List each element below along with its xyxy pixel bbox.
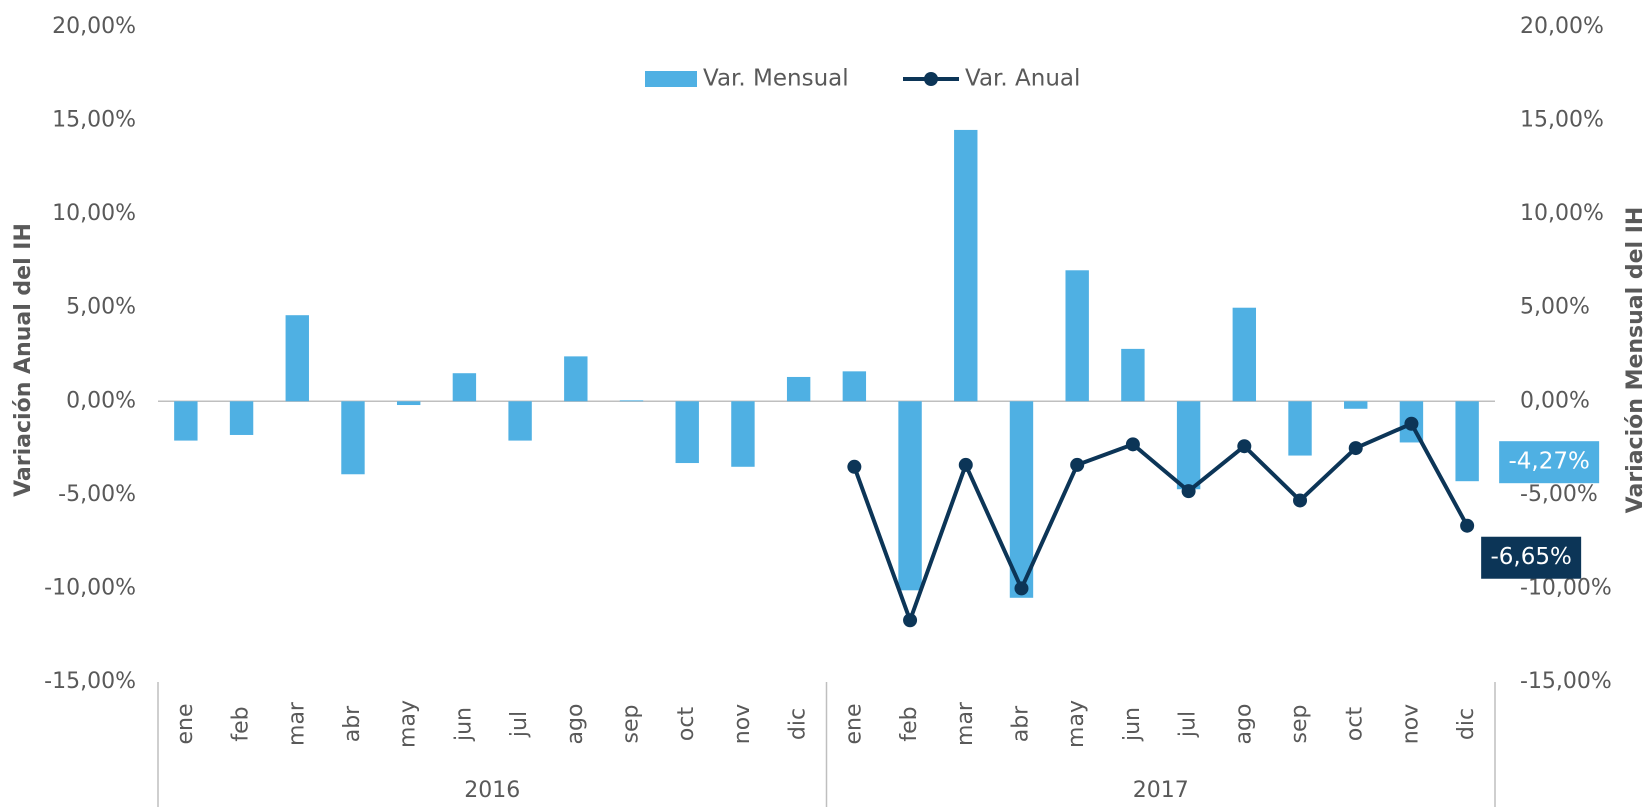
- x-tick-label: mar: [284, 701, 309, 746]
- line-marker: [1348, 441, 1363, 456]
- x-tick-label: ene: [173, 703, 198, 744]
- x-tick-label: jul: [1176, 711, 1201, 738]
- x-tick-label: sep: [1287, 705, 1312, 744]
- y-tick-label: 5,00%: [66, 295, 136, 320]
- line-marker: [847, 459, 862, 474]
- bar: [675, 401, 699, 464]
- y2-axis-title: Variación Mensual del IH: [1623, 207, 1648, 514]
- y-tick-label: 10,00%: [52, 201, 136, 226]
- bar: [396, 401, 421, 406]
- legend-label: Var. Anual: [965, 66, 1080, 92]
- y2-tick-label: 15,00%: [1520, 108, 1604, 133]
- line-marker: [1181, 484, 1196, 499]
- x-tick-label: ene: [841, 703, 866, 744]
- bar: [1288, 401, 1312, 456]
- line-marker: [958, 457, 973, 472]
- y-tick-label: 15,00%: [52, 108, 136, 133]
- x-tick-label: oct: [1343, 707, 1368, 742]
- x-tick-label: ago: [1231, 704, 1256, 745]
- bar: [898, 401, 922, 591]
- legend-label: Var. Mensual: [703, 66, 849, 92]
- bar: [229, 401, 254, 435]
- y2-tick-label: 0,00%: [1520, 388, 1590, 413]
- x-tick-label: ago: [563, 704, 588, 745]
- y2-tick-label: -10,00%: [1520, 575, 1612, 600]
- bar: [731, 401, 755, 467]
- line-marker: [1125, 437, 1140, 452]
- bar: [564, 356, 588, 402]
- bar: [285, 315, 309, 402]
- line-marker: [1237, 439, 1252, 454]
- bar: [1065, 270, 1089, 402]
- x-tick-label: nov: [1398, 704, 1423, 744]
- bar: [954, 129, 978, 402]
- bar: [174, 401, 198, 441]
- line-marker: [1014, 581, 1029, 596]
- group-label: 2017: [1133, 778, 1189, 803]
- bar: [1009, 401, 1034, 598]
- bar: [452, 373, 477, 402]
- x-tick-label: feb: [897, 706, 922, 741]
- x-tick-label: oct: [674, 707, 699, 742]
- y-tick-label: -10,00%: [44, 575, 136, 600]
- y-axis-title: Variación Anual del IH: [11, 223, 36, 497]
- group-label: 2016: [464, 778, 520, 803]
- y2-tick-label: 10,00%: [1520, 201, 1604, 226]
- bar: [1176, 401, 1201, 490]
- line-marker: [1293, 493, 1308, 508]
- x-tick-label: abr: [1008, 705, 1033, 742]
- x-tick-label: jun: [1120, 707, 1145, 742]
- y2-tick-label: -15,00%: [1520, 669, 1612, 694]
- legend-swatch: [645, 71, 697, 87]
- y-tick-label: 0,00%: [66, 388, 136, 413]
- y-tick-label: -15,00%: [44, 669, 136, 694]
- x-tick-label: jun: [451, 707, 476, 742]
- y2-tick-label: 20,00%: [1520, 14, 1604, 39]
- x-tick-label: nov: [730, 704, 755, 744]
- x-tick-label: may: [1064, 700, 1089, 748]
- bar: [1232, 307, 1257, 402]
- x-tick-label: mar: [953, 701, 978, 746]
- x-tick-label: dic: [786, 708, 811, 740]
- data-label-box: [1481, 536, 1582, 579]
- line-marker: [903, 613, 918, 628]
- x-tick-label: abr: [340, 705, 365, 742]
- x-tick-label: jul: [507, 711, 532, 738]
- bar: [786, 376, 811, 402]
- data-label-box: [1499, 441, 1600, 484]
- line-marker: [1404, 416, 1419, 431]
- data-label: -6,65%: [1490, 544, 1571, 570]
- legend-swatch: [924, 72, 938, 86]
- bar: [341, 401, 365, 475]
- y2-tick-label: -5,00%: [1520, 482, 1598, 507]
- line: [852, 421, 1469, 623]
- line-marker: [1070, 457, 1085, 472]
- bar: [1455, 401, 1479, 482]
- bar: [1344, 401, 1368, 409]
- y2-tick-label: 5,00%: [1520, 295, 1590, 320]
- bar: [508, 401, 532, 441]
- x-tick-label: may: [396, 700, 421, 748]
- bar: [1121, 348, 1145, 402]
- data-label: -4,27%: [1508, 449, 1589, 475]
- y-tick-label: 20,00%: [52, 14, 136, 39]
- x-tick-label: feb: [229, 706, 254, 741]
- bar: [842, 371, 867, 402]
- line-marker: [1460, 518, 1475, 533]
- x-tick-label: dic: [1454, 708, 1479, 740]
- x-tick-label: sep: [619, 705, 644, 744]
- y-tick-label: -5,00%: [58, 482, 136, 507]
- bar: [619, 400, 644, 402]
